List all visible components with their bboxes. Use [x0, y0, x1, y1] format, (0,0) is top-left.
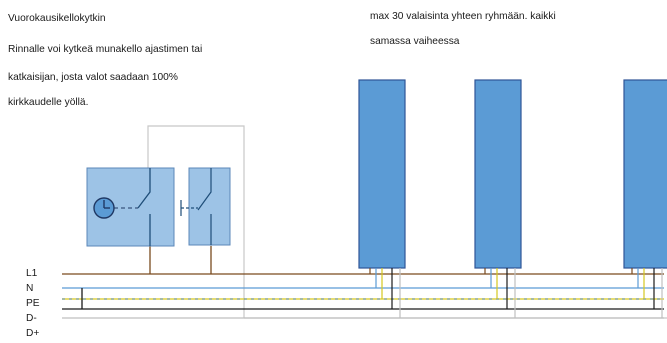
push-button-icon [180, 168, 212, 245]
bus-label-l1: L1 [26, 268, 38, 279]
push-button-switch [180, 167, 231, 246]
timer-switch-note-line-3: kirkkaudelle yöllä. [8, 97, 89, 108]
group-note-line-2: samassa vaiheessa [370, 36, 460, 47]
luminaire-body [474, 79, 522, 269]
timer-switch-note-line-1: Rinnalle voi kytkeä munakello ajastimen … [8, 44, 203, 55]
luminaire-body [623, 79, 667, 269]
bus-label-n: N [26, 283, 34, 294]
timer-switch-note-line-2: katkaisijan, josta valot saadaan 100% [8, 72, 178, 83]
push-button-box [188, 167, 231, 246]
bus-label-d-minus: D- [26, 313, 37, 324]
device-drops [81, 246, 212, 309]
timer-switch-title: Vuorokausikellokytkin [8, 13, 106, 24]
bus-label-d-plus: D+ [26, 328, 40, 339]
bus-label-pe: PE [26, 298, 40, 309]
timer-switch [86, 167, 175, 247]
luminaire-3 [623, 79, 667, 318]
group-note-line-1: max 30 valaisinta yhteen ryhmään. kaikki [370, 11, 556, 22]
timer-contact [137, 168, 151, 246]
luminaire-1 [358, 79, 406, 318]
luminaire-body [358, 79, 406, 269]
bus-lines [62, 273, 664, 319]
luminaire-2 [474, 79, 522, 318]
clock-icon [93, 197, 115, 219]
